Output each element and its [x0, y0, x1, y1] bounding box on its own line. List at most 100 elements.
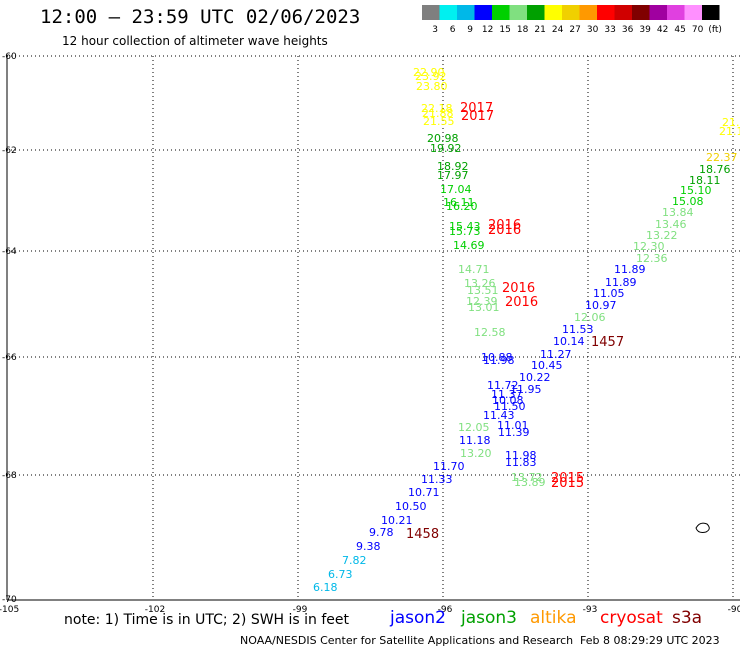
- pass-time: 2017: [460, 101, 493, 116]
- satellite-jason2: jason2: [390, 608, 446, 628]
- footer-note: note: 1) Time is in UTC; 2) SWH is in fe…: [64, 612, 350, 628]
- color-swatch: [457, 5, 475, 20]
- wave-height-value: 12.58: [474, 326, 506, 339]
- wave-height-value: 11.33: [421, 473, 453, 486]
- satellite-altika: altika: [530, 608, 577, 628]
- wave-height-value: 11.27: [540, 348, 572, 361]
- footer-credit: NOAA/NESDIS Center for Satellite Applica…: [240, 634, 574, 647]
- color-swatch: [632, 5, 650, 20]
- wave-height-value: 10.08: [492, 394, 524, 407]
- latitude-label: -62: [2, 146, 17, 156]
- satellite-s3a: s3a: [672, 608, 703, 628]
- wave-height-value: 13.84: [662, 206, 694, 219]
- color-swatch: [439, 5, 457, 20]
- color-scale-label: 36: [622, 25, 634, 35]
- color-scale-label: 24: [552, 25, 564, 35]
- satellite-cryosat: cryosat: [600, 608, 663, 628]
- longitude-label: -93: [583, 605, 598, 615]
- color-scale-label: 45: [674, 25, 685, 35]
- longitude-label: -105: [0, 605, 19, 615]
- color-scale-label: 39: [639, 25, 651, 35]
- wave-height-value: 23.80: [416, 80, 448, 93]
- wave-height-value: 13.26: [464, 277, 496, 290]
- color-scale-label: 42: [657, 25, 668, 35]
- wave-height-value: 15.43: [449, 220, 481, 233]
- color-scale-label: 30: [587, 25, 599, 35]
- wave-height-value: 18.11: [689, 174, 721, 187]
- color-swatch: [684, 5, 702, 20]
- pass-time: 2016: [505, 295, 538, 310]
- color-scale-label: 18: [517, 25, 529, 35]
- wave-height-value: 12.36: [636, 252, 668, 265]
- wave-height-value: 11.98: [483, 354, 515, 367]
- wave-height-value: 11.98: [505, 449, 537, 462]
- pass-time: 2016: [502, 281, 535, 296]
- color-scale-label: 12: [482, 25, 493, 35]
- map-grid: [6, 55, 740, 601]
- pass-time: 2017: [461, 109, 494, 124]
- wave-height-value: 22.18: [421, 102, 453, 115]
- wave-height-value: 13.46: [655, 218, 687, 231]
- latitude-label: -68: [2, 471, 17, 481]
- wave-height-value: 10.97: [585, 299, 617, 312]
- color-swatch: [492, 5, 510, 20]
- pass-time: 2016: [488, 218, 521, 233]
- wave-height-value: 21.10: [719, 125, 740, 138]
- color-scale-label: 70: [692, 25, 704, 35]
- color-scale-label: 21: [534, 25, 545, 35]
- wave-height-value: 11.95: [510, 383, 542, 396]
- color-scale-label: (ft): [708, 25, 722, 35]
- pass-time: 2016: [488, 223, 521, 238]
- wave-height-value: 11.50: [494, 400, 526, 413]
- wave-height-value: 7.82: [342, 554, 367, 567]
- wave-height-value: 13.89: [514, 476, 546, 489]
- color-scale-bar: 3 6 9 12 15 18 21 24 27 30 33 36 39 42 45 70 (ft): [422, 5, 722, 35]
- color-swatch: [649, 5, 667, 20]
- wave-height-value: 13.20: [460, 447, 492, 460]
- wave-height-value: 20.98: [427, 132, 459, 145]
- axis-labels: -60 -62 -64 -66 -68 -70-105 -102 -99 -96 -93 -90: [0, 52, 740, 615]
- color-swatch: [474, 5, 492, 20]
- pass-time: 1458: [406, 527, 439, 542]
- wave-height-value: 10.14: [553, 335, 585, 348]
- wave-height-value: 11.53: [562, 323, 594, 336]
- wave-height-value: 11.89: [614, 263, 646, 276]
- wave-height-value: 11.37: [491, 388, 523, 401]
- pass-time: 2015: [551, 476, 584, 491]
- wave-height-value: 11.01: [497, 419, 529, 432]
- wave-height-value: 15.10: [680, 184, 712, 197]
- page-title: 12:00 – 23:59 UTC 02/06/2023: [40, 6, 361, 28]
- longitude-label: -90: [728, 605, 740, 615]
- wave-height-value: 14.71: [458, 263, 490, 276]
- latitude-label: -66: [2, 353, 17, 363]
- wave-height-value: 10.22: [519, 371, 551, 384]
- wave-height-value: 12.05: [458, 421, 490, 434]
- longitude-label: -96: [438, 605, 453, 615]
- wave-height-value: 6.18: [313, 581, 338, 594]
- page-subtitle: 12 hour collection of altimeter wave hei…: [62, 34, 328, 48]
- wave-height-value: 14.69: [453, 239, 485, 252]
- wave-height-value: 11.39: [498, 426, 530, 439]
- color-scale-label: 9: [467, 25, 473, 35]
- longitude-label: -99: [293, 605, 308, 615]
- wave-height-value: 22.37: [706, 151, 738, 164]
- satellite-jason3: jason3: [461, 608, 517, 628]
- color-swatch: [614, 5, 632, 20]
- color-scale-label: 6: [450, 25, 456, 35]
- wave-height-value: 21.55: [423, 115, 455, 128]
- wave-height-value: 13.72: [511, 471, 543, 484]
- wave-height-value: 23.92: [415, 70, 447, 83]
- wave-height-value: 13.01: [468, 301, 500, 314]
- wave-height-value: 11.18: [459, 434, 491, 447]
- color-swatch: [667, 5, 685, 20]
- wave-height-value: 10.50: [395, 500, 427, 513]
- latitude-label: -70: [2, 595, 17, 605]
- wave-height-value: 11.05: [593, 287, 625, 300]
- wave-height-value: 21.88: [422, 107, 454, 120]
- wave-height-value: 10.88: [481, 351, 513, 364]
- wave-height-value: 6.73: [328, 568, 353, 581]
- color-swatch: [579, 5, 597, 20]
